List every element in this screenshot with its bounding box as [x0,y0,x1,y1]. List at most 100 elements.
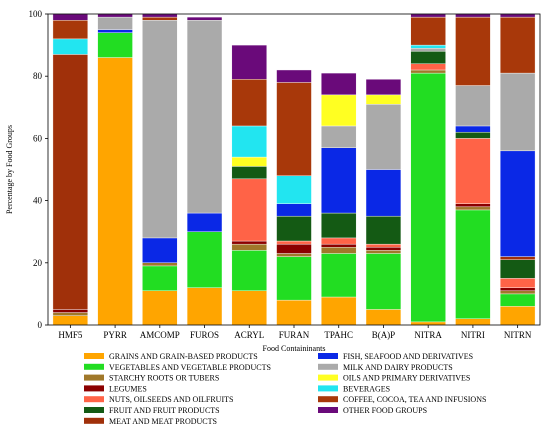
bar-segment [142,13,178,18]
x-tick-label: B(A)P [372,330,396,340]
bar-segment [97,13,133,18]
legend-swatch [84,385,104,392]
bar-segment [186,287,223,326]
x-tick-label: TPAHC [324,330,353,340]
bar-segment [276,243,312,254]
bar-segment [499,290,536,295]
bar-segment [499,72,536,152]
legend-swatch [84,353,104,359]
legend-label: VEGETABLES AND VEGETABLE PRODUCTS [109,363,271,372]
legend-swatch [84,363,104,370]
bar-segment [499,306,536,326]
y-tick-label: 40 [33,196,43,206]
bar-segment [231,290,267,326]
x-tick-label: ACRYL [234,330,264,340]
legend-label: BEVERAGES [343,384,390,393]
x-tick-label: AMCOMP [140,330,180,340]
x-tick-label: NITRA [414,330,442,340]
bar-segment [97,32,133,58]
legend-label: MEAT AND MEAT PRODUCTS [109,417,217,426]
legend-label: MILK AND DAIRY PRODUCTS [343,363,453,372]
bar-segment [231,250,267,291]
y-tick-label: 80 [33,71,43,81]
y-tick-label: 20 [33,258,43,268]
legend-label: OTHER FOOD GROUPS [343,406,427,415]
bar-segment [455,209,491,319]
x-axis-label: Food Containinants [263,344,326,353]
bar-segment [52,20,89,40]
bar-segment [365,79,402,96]
bar-segment [410,48,446,52]
bar-segment [142,20,178,239]
legend-swatch [318,363,338,370]
bar-segment [276,82,312,176]
bar-segment [321,125,357,148]
legend-swatch [318,374,338,381]
bar-segment [231,166,267,180]
bar-segment [365,253,402,310]
bar-segment [410,16,446,46]
bar-segment [231,125,267,158]
bar-segment [321,147,357,214]
bar-segment [142,262,178,267]
bars-layer [52,13,536,326]
bar-segment [321,72,357,96]
bar-segment [455,125,491,133]
bar-segment [455,85,491,127]
x-tick-label: FUROS [190,330,219,340]
bar-segment [52,54,89,310]
legend-swatch [318,385,338,392]
bar-segment [231,156,267,167]
axes-layer: 0 20 40 60 80 100 HMF5 PYRR AMCOMP FUROS ACRYL FUR… [5,9,541,353]
bar-segment [186,212,223,232]
legend-swatch [318,396,338,403]
x-tick-label: FURAN [279,330,310,340]
bar-segment [365,94,402,105]
bar-segment [499,293,536,307]
bar-segment [499,259,536,279]
bar-segment [499,150,536,257]
y-tick-label: 60 [33,133,43,143]
bar-segment [499,278,536,288]
bar-segment [365,103,402,170]
bar-segment [142,237,178,263]
bar-segment [276,203,312,217]
bar-segment [231,44,267,80]
bar-segment [499,287,536,291]
legend-swatch [84,396,104,403]
bar-segment [365,309,402,326]
bar-segment [455,16,491,86]
legend-swatch [84,374,104,381]
bar-segment [52,312,89,316]
bar-segment [52,315,89,326]
bar-segment [276,299,312,326]
legend: GRAINS AND GRAIN-BASED PRODUCTS VEGETABLE… [84,352,486,426]
bar-segment [142,290,178,326]
bar-segment [365,169,402,217]
y-axis-ticks: 0 20 40 60 80 100 [29,9,48,330]
bar-segment [231,178,267,242]
y-tick-label: 0 [38,320,43,330]
bar-segment [410,321,446,326]
bar-segment [365,243,402,248]
bar-segment [142,16,178,21]
bar-segment [231,243,267,251]
bar-segment [321,94,357,127]
bar-segment [499,13,536,18]
legend-label: NUTS, OILSEEDS AND OILFRUITS [109,395,233,404]
bar-segment [231,79,267,127]
bar-segment [455,206,491,211]
legend-label: STARCHY ROOTS OR TUBERS [109,374,219,383]
bar-segment [186,20,223,214]
bar-segment [455,131,491,139]
bar-segment [321,243,357,248]
bar-segment [410,63,446,71]
x-axis-ticks: HMF5 PYRR AMCOMP FUROS ACRYL FURAN TPAHC B(A)P N… [58,325,532,340]
legend-swatch [84,407,104,413]
bar-segment [97,29,133,33]
bar-segment [410,13,446,18]
x-tick-label: NITRI [461,330,485,340]
bar-segment [97,57,133,326]
bar-segment [276,240,312,245]
